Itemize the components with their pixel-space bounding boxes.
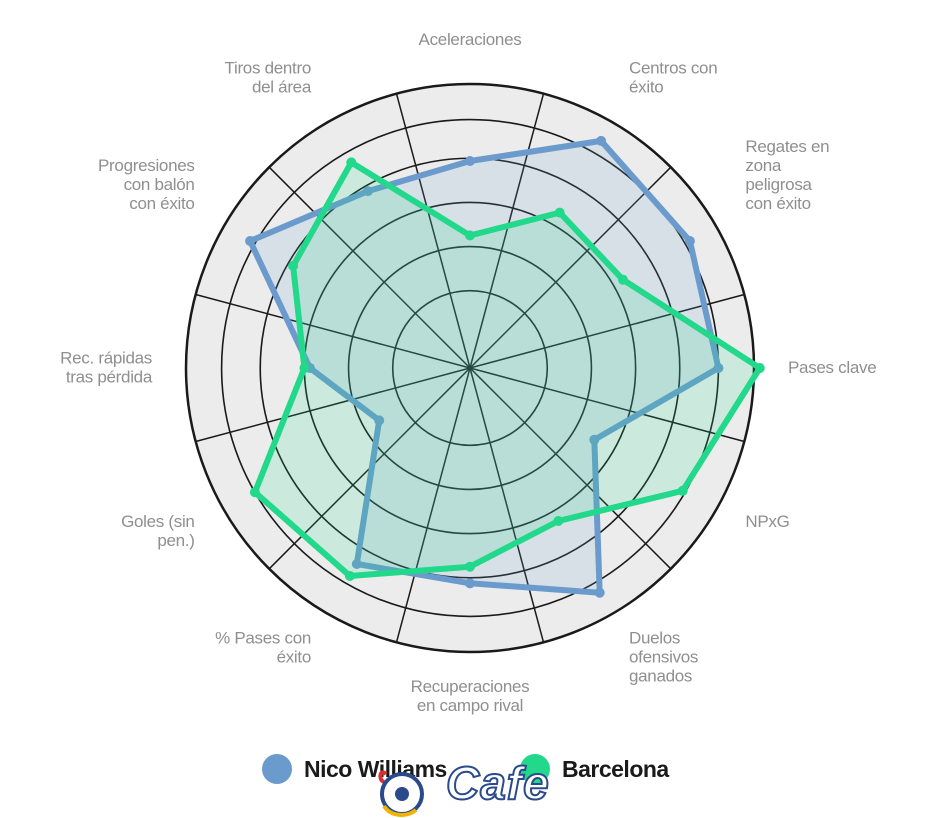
axis-label-11: Progresiones con balón con éxito (98, 156, 195, 213)
axis-label-9: Goles (sin pen.) (121, 512, 195, 550)
data-point-nico-williams-9 (374, 415, 385, 426)
watermark-logo: Cafe (376, 756, 576, 817)
data-point-nico-williams-7 (465, 578, 475, 589)
grid-spoke-10 (195, 293, 471, 369)
grid-spoke-9 (195, 367, 471, 443)
grid-spoke-5 (469, 367, 672, 570)
legend-marker-barcelona (520, 754, 550, 784)
data-point-nico-williams-8 (351, 559, 362, 569)
legend: Nico Williams Barcelona (0, 744, 940, 794)
axis-label-5: NPxG (745, 512, 789, 531)
data-point-nico-williams-6 (594, 587, 605, 598)
data-point-barcelona-1 (465, 230, 475, 241)
grid-spoke-4 (469, 367, 745, 443)
data-point-nico-williams-12 (362, 186, 373, 197)
legend-item-nico-williams: Nico Williams (262, 744, 447, 794)
data-point-barcelona-11 (288, 260, 299, 271)
soccer-ball-icon (378, 770, 424, 817)
grid-spoke-3 (469, 293, 745, 369)
data-point-barcelona-2 (554, 207, 565, 218)
axis-label-7: Recuperaciones en campo rival (411, 677, 530, 715)
watermark-text: Cafe (445, 756, 550, 810)
grid-spoke-11 (268, 166, 471, 369)
data-point-nico-williams-1 (465, 156, 475, 166)
axis-label-12: Tiros dentro del área (225, 59, 312, 97)
axis-label-6: Duelos ofensivos ganados (629, 628, 698, 685)
grid-ring-1 (391, 289, 549, 447)
data-point-nico-williams-2 (596, 135, 607, 146)
data-point-nico-williams-4 (713, 363, 724, 373)
grid-spoke-12 (395, 93, 471, 369)
data-point-barcelona-9 (249, 487, 260, 498)
data-point-nico-williams-5 (589, 434, 600, 445)
data-point-nico-williams-3 (684, 236, 695, 246)
data-point-nico-williams-11 (245, 236, 256, 246)
data-point-barcelona-6 (553, 516, 564, 526)
data-point-barcelona-8 (344, 571, 355, 581)
axis-label-3: Regates en zona peligrosa con éxito (745, 137, 829, 213)
axis-label-8: % Pases con éxito (215, 628, 311, 666)
grid-spoke-7 (395, 367, 471, 643)
axis-label-4: Pases clave (788, 358, 876, 377)
data-point-barcelona-12 (346, 157, 357, 168)
data-point-barcelona-7 (465, 561, 475, 572)
grid-spoke-6 (469, 367, 545, 643)
axis-label-1: Aceleraciones (419, 30, 522, 49)
data-point-barcelona-10 (299, 363, 310, 373)
data-point-barcelona-5 (677, 485, 688, 496)
data-point-barcelona-4 (754, 363, 765, 373)
grid-spoke-1 (469, 93, 545, 369)
data-point-barcelona-3 (618, 274, 628, 285)
legend-label-nico-williams: Nico Williams (304, 755, 447, 782)
axis-label-10: Rec. rápidas tras pérdida (60, 348, 153, 386)
grid-spoke-2 (469, 166, 672, 369)
grid-ring-2 (347, 245, 593, 491)
legend-item-barcelona: Barcelona (520, 744, 669, 794)
legend-marker-nico-williams (262, 754, 292, 784)
legend-label-barcelona: Barcelona (562, 755, 669, 782)
axis-label-2: Centros con éxito (629, 59, 717, 97)
